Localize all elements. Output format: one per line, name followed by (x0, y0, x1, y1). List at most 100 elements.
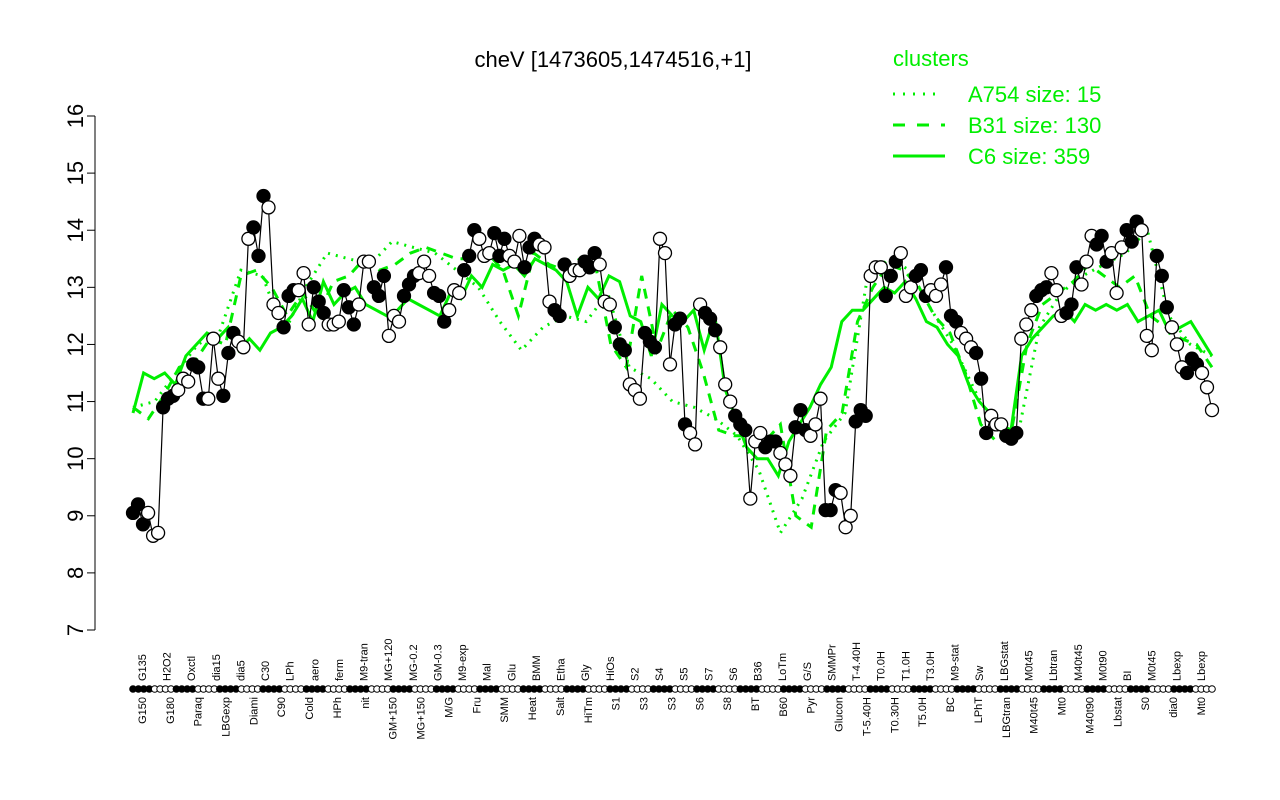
x-tick-label: LBGexp (221, 697, 233, 737)
data-point (1199, 380, 1215, 395)
data-point (1164, 320, 1180, 335)
x-tick-label: S1 (611, 697, 623, 710)
data-point (346, 317, 361, 332)
x-tick-label: LoTm (777, 653, 789, 681)
data-point (150, 525, 166, 541)
data-point (1149, 248, 1164, 264)
x-tick-label: G/S (802, 662, 814, 681)
data-point (783, 468, 798, 483)
data-point (296, 265, 311, 281)
x-tick-label: T0.30H (889, 697, 901, 733)
legend-item-b31: B31 size: 130 (893, 113, 1101, 138)
legend-item-a754: A754 size: 15 (893, 82, 1101, 107)
data-point (1154, 268, 1169, 284)
svg-text:A754 size: 15: A754 size: 15 (968, 82, 1101, 107)
data-point (306, 280, 321, 295)
x-tick-label: LPhT (973, 697, 985, 724)
data-point (221, 345, 236, 361)
x-tick-label: T0.0H (876, 651, 888, 681)
data-point (687, 437, 703, 452)
x-tick-label: dia15 (211, 654, 223, 681)
data-point (1064, 297, 1079, 312)
x-tick-label: Salt (555, 697, 567, 716)
data-point (878, 288, 893, 304)
data-point (1144, 343, 1159, 358)
data-point (1074, 277, 1089, 292)
condition-marker (1208, 685, 1216, 693)
data-point (738, 422, 753, 438)
data-point (251, 248, 266, 264)
data-point (933, 277, 949, 292)
data-point (843, 508, 858, 523)
x-tick-label: S6 (728, 668, 740, 681)
data-point (652, 231, 668, 246)
x-tick-label: S3 (639, 697, 651, 710)
data-point (391, 314, 407, 329)
data-point (1109, 285, 1124, 301)
data-point (1179, 365, 1195, 381)
x-tick-label: S7 (703, 668, 715, 681)
data-point (206, 331, 221, 346)
data-point (291, 283, 306, 298)
y-tick-label: 9 (63, 510, 88, 522)
x-tick-label: T1.0H (900, 651, 912, 681)
x-tick-label: T3.0H (925, 651, 937, 681)
data-point (813, 391, 828, 406)
x-tick-label: MG+150 (416, 697, 428, 740)
data-point (416, 254, 432, 269)
x-tick-label: SMM (499, 697, 511, 723)
legend-item-c6: C6 size: 359 (893, 144, 1090, 169)
x-tick-label: Lbstat (1112, 697, 1124, 727)
x-tick-label: B60 (778, 697, 790, 717)
x-tick-label: dia5 (235, 660, 247, 681)
svg-text:B31 size: 130: B31 size: 130 (968, 113, 1101, 138)
y-tick-label: 16 (63, 104, 88, 128)
data-point (216, 388, 231, 403)
x-tick-label: G150 (137, 697, 149, 724)
data-point (662, 357, 678, 372)
data-point (713, 340, 728, 355)
data-point (833, 485, 848, 501)
data-point (632, 391, 648, 406)
x-tick-label: Heat (527, 697, 539, 720)
x-tick-label: Oxctl (186, 656, 198, 681)
data-point (1134, 223, 1149, 238)
data-point (968, 345, 984, 361)
data-point (823, 502, 838, 518)
x-tick-label: S8 (722, 697, 734, 710)
data-point (723, 394, 738, 409)
data-point (672, 311, 688, 326)
data-point (1139, 328, 1154, 344)
data-point (201, 391, 216, 406)
x-tick-label: Lbexp (1171, 651, 1183, 681)
data-point (1014, 331, 1029, 346)
data-point (130, 497, 146, 512)
x-tick-label: G180 (165, 697, 177, 724)
x-tick-label: S0 (1140, 697, 1152, 710)
x-tick-label: HiTm (583, 697, 595, 723)
data-point (1169, 337, 1185, 352)
x-tick-label: Gly (580, 664, 592, 681)
data-point (1009, 425, 1024, 441)
data-point (973, 371, 989, 386)
data-point (883, 268, 898, 284)
data-point (236, 340, 251, 355)
x-tick-label: Sw (974, 666, 986, 681)
cluster-line-dashed (132, 245, 1214, 530)
data-point (1194, 365, 1210, 381)
data-point (442, 303, 457, 318)
data-point (381, 328, 397, 344)
data-point (938, 260, 954, 275)
x-tick-label: S3 (666, 697, 678, 710)
y-tick-label: 15 (63, 161, 88, 185)
x-tick-label: LPh (285, 661, 297, 681)
chart-title: cheV [1473605,1474516,+1] (474, 47, 751, 72)
x-tick-label: LBGtran (1001, 697, 1013, 738)
x-tick-label: Lbexp (1196, 651, 1208, 681)
data-point (276, 320, 291, 335)
x-tick-label: SMMPr (827, 644, 839, 681)
data-point (140, 505, 156, 521)
x-tick-label: BMM (531, 655, 543, 681)
y-axis: 7 8 9 10 11 12 13 14 15 16 (63, 104, 96, 636)
